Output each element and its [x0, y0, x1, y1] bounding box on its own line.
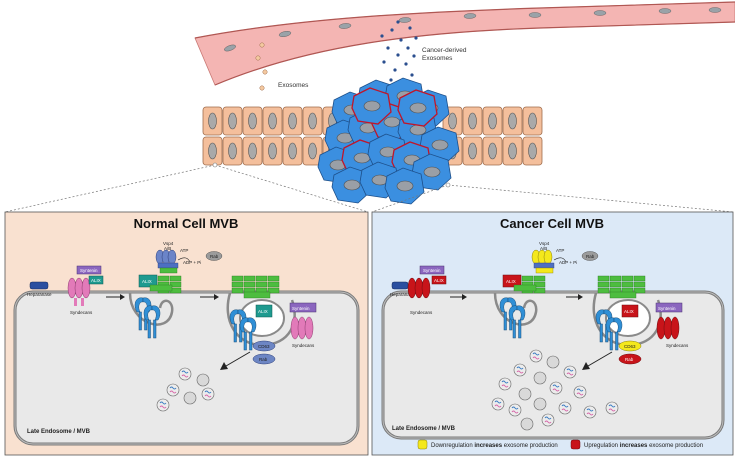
syndecan-membrane — [67, 277, 91, 306]
rab-label-cancer-2: Rab — [625, 357, 634, 362]
vsp4-complex-normal — [155, 249, 179, 274]
rab-label-normal-2: Rab — [259, 357, 268, 362]
ab-label-normal: A/B — [164, 246, 171, 251]
exosomes-label: Exosomes — [278, 82, 309, 89]
vsp4-label-normal: Vsp4 — [163, 241, 174, 246]
adp-label-cancer: ADP + Pi — [559, 260, 577, 265]
syntenin-label-cancer-2: Syntenin — [658, 306, 676, 311]
normal-arrow-2 — [200, 294, 219, 300]
syntenin-box-cancer-2 — [655, 302, 683, 313]
rab-protein-cancer-2 — [618, 353, 642, 365]
syntenin-box-cancer — [419, 265, 445, 275]
ab-label-cancer: A/B — [540, 246, 547, 251]
alix-label-2: ALIX — [142, 279, 152, 284]
zoom-lines — [4, 164, 734, 213]
cd63-protein-cancer — [618, 340, 642, 352]
vsp4-label-cancer: Vsp4 — [539, 241, 550, 246]
syndecan-membrane-cancer — [407, 277, 431, 299]
tumor-cluster — [317, 77, 460, 205]
syndecans-label-2: Syndecans — [292, 343, 315, 348]
syndecans-label-cancer: Syndecans — [410, 310, 433, 315]
syndecans-label: Syndecans — [70, 310, 93, 315]
alix-label-cancer-3: ALIX — [624, 309, 634, 314]
cancer-exosomes-label-line1: Cancer-derived — [422, 47, 467, 54]
alix-label-cancer-1: ALIX — [434, 278, 444, 283]
adp-label-normal: ADP + Pi — [183, 260, 201, 265]
alix-label-3: ALIX — [258, 309, 268, 314]
cancer-panel-title: Cancer Cell MVB — [500, 216, 604, 231]
syntenin-box-2 — [289, 302, 317, 313]
rab-protein-cancer — [581, 251, 599, 261]
syntenin-box — [76, 265, 102, 275]
blood-vessel — [194, 1, 735, 86]
atp-label-normal: ATP — [180, 248, 188, 253]
cancer-compartment-label: Late Endosome / MVB — [392, 426, 456, 432]
syntenin-label-2: Syntenin — [292, 306, 310, 311]
alix-box-cancer-3 — [621, 304, 639, 318]
normal-arrow-3 — [220, 351, 251, 370]
alix-box-1 — [88, 275, 104, 285]
cancer-arrow-2 — [566, 294, 583, 300]
rab-label-cancer: Rab — [586, 254, 595, 259]
atp-label-cancer: ATP — [556, 248, 564, 253]
normal-arrow-1 — [106, 294, 125, 300]
alix-label-cancer-2: ALIX — [506, 279, 516, 284]
cd63-label-cancer: CD63 — [624, 344, 636, 349]
syndecans-label-cancer-2: Syndecans — [666, 343, 689, 348]
rab-protein-normal — [205, 251, 223, 261]
normal-exosome-particles — [255, 42, 268, 91]
legend-up-swatch — [570, 439, 581, 450]
cancer-exosome-particles — [380, 20, 418, 87]
heparanase-protein — [29, 281, 49, 290]
rab-protein-normal-2 — [252, 353, 276, 365]
legend-down-text: Downregulation increases exosome product… — [431, 443, 558, 449]
legend: Downregulation increases exosome product… — [417, 439, 703, 450]
normal-cell-panel: Normal Cell MVB Heparanase Syndecans Syn… — [4, 211, 369, 456]
normal-panel-title: Normal Cell MVB — [134, 216, 239, 231]
alix-label-1: ALIX — [91, 278, 101, 283]
alix-box-cancer-2 — [502, 274, 522, 288]
heparanase-label-cancer: Heparanase — [390, 292, 415, 297]
vsp4-complex-cancer — [531, 249, 555, 274]
syntenin-label-cancer: Syntenin — [423, 268, 441, 273]
alix-box-3 — [255, 304, 273, 318]
alix-box-2 — [138, 274, 158, 288]
legend-up-text: Upregulation increases exosome productio… — [584, 443, 703, 449]
syntenin-label: Syntenin — [80, 268, 98, 273]
rab-label-normal: Rab — [210, 254, 219, 259]
legend-down-swatch — [417, 439, 428, 450]
heparanase-protein-cancer — [391, 281, 409, 290]
cd63-label-normal: CD63 — [258, 344, 270, 349]
cancer-exosomes-label-line2: Exosomes — [422, 55, 453, 62]
cancer-arrow-1 — [450, 294, 467, 300]
cancer-arrow-3 — [582, 351, 613, 370]
cancer-cell-panel: Cancer Cell MVB Heparanase Syndecans Syn… — [371, 211, 734, 456]
syndecan-mvb-cancer — [656, 316, 680, 340]
normal-compartment-label: Late Endosome / MVB — [27, 429, 91, 435]
alix-box-cancer-1 — [431, 275, 447, 285]
cd63-protein-normal — [252, 340, 276, 352]
syndecan-mvb — [290, 316, 314, 340]
heparanase-label: Heparanase — [27, 292, 52, 297]
